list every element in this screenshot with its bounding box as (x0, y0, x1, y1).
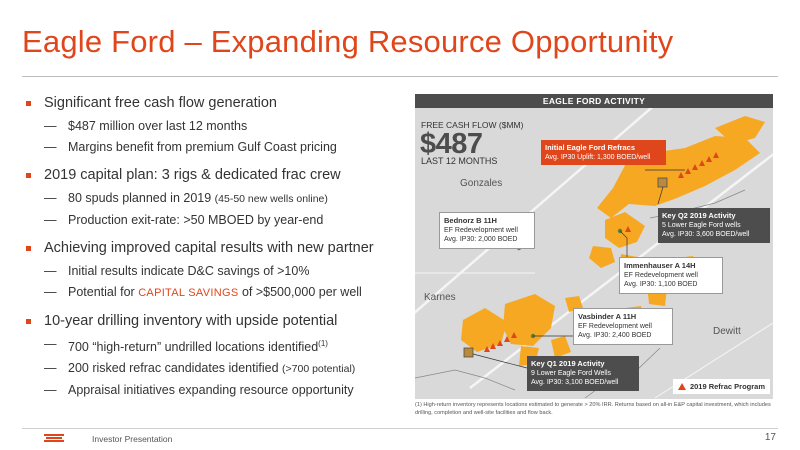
refrac-triangles (484, 152, 719, 352)
county-label-dewitt: Dewitt (713, 326, 741, 337)
page-number: 17 (764, 432, 776, 443)
footer-divider (22, 428, 778, 429)
fcf-label: FREE CASH FLOW ($MM) (421, 120, 524, 130)
callout-vasbinder: Vasbinder A 11H EF Redevelopment well Av… (573, 308, 673, 345)
map-header: EAGLE FORD ACTIVITY (415, 94, 773, 108)
company-logo-icon (44, 434, 64, 444)
county-label-gonzales: Gonzales (460, 178, 503, 189)
bullet-2-sub-1: —80 spuds planned in 2019 (45-50 new wel… (44, 191, 328, 205)
bullet-list: Significant free cash flow generation — $… (26, 94, 406, 398)
bullet-3-sub-2: — Potential for CAPITAL SAVINGS of >$500,… (44, 285, 362, 299)
fcf-period: LAST 12 MONTHS (421, 156, 498, 166)
footnote: (1) High-return inventory represents loc… (415, 402, 771, 416)
callout-key-q1-activity: Key Q1 2019 Activity 9 Lower Eagle Ford … (527, 356, 639, 391)
capital-savings-highlight: CAPITAL SAVINGS (138, 287, 239, 299)
footnote-marker: (1) (318, 339, 328, 348)
bullet-1-sub-1: — $487 million over last 12 months (44, 119, 248, 133)
refrac-triangle-icon (677, 383, 686, 390)
bullet-4: 10-year drilling inventory with upside p… (26, 312, 406, 331)
county-label-karnes: Karnes (424, 292, 456, 303)
key-q2-activity-marker (657, 177, 668, 188)
bullet-3: Achieving improved capital results with … (26, 239, 406, 258)
callout-initial-refracs: Initial Eagle Ford Refracs Avg. IP30 Upl… (541, 140, 666, 165)
callout-key-q2-activity: Key Q2 2019 Activity 5 Lower Eagle Ford … (658, 208, 770, 243)
callout-immenhauser: Immenhauser A 14H EF Redevelopment well … (619, 257, 723, 294)
key-q1-activity-marker (463, 347, 474, 358)
bullet-4-sub-1: —700 “high-return” undrilled locations i… (44, 337, 328, 355)
bullet-4-sub-3: — Appraisal initiatives expanding resourc… (44, 383, 354, 398)
title-divider (22, 76, 778, 77)
eagle-ford-activity-map: EAGLE FORD ACTIVITY (415, 94, 773, 399)
bullet-2-sub-2: — Production exit-rate: >50 MBOED by year… (44, 213, 324, 227)
page-title: Eagle Ford – Expanding Resource Opportun… (22, 24, 674, 59)
bullet-1-sub-2: — Margins benefit from premium Gulf Coast… (44, 140, 337, 154)
bullet-3-sub-1: — Initial results indicate D&C savings of… (44, 264, 310, 278)
bullet-1: Significant free cash flow generation (26, 94, 406, 113)
bullet-2: 2019 capital plan: 3 rigs & dedicated fr… (26, 166, 406, 185)
fcf-value: $487 (420, 128, 483, 160)
callout-bednorz: Bednorz B 11H EF Redevelopment well Avg.… (439, 212, 535, 249)
map-legend: 2019 Refrac Program (672, 379, 770, 394)
footer-label: Investor Presentation (92, 434, 173, 444)
bullet-4-sub-2: —200 risked refrac candidates identified… (44, 361, 356, 376)
road (415, 369, 516, 391)
